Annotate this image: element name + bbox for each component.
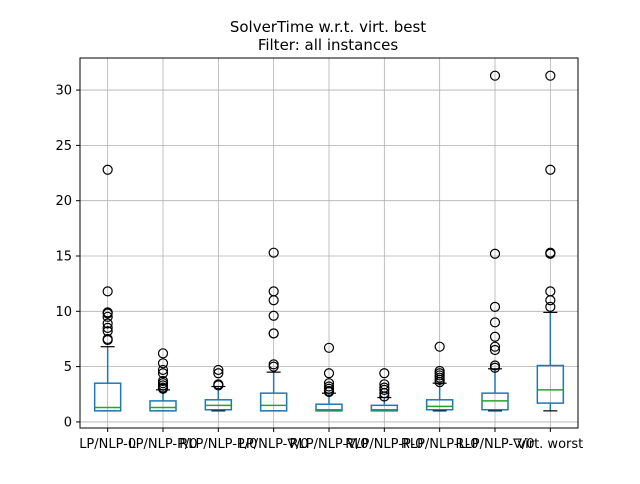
outlier-point: [268, 247, 279, 258]
outlier-point: [102, 326, 113, 337]
outlier-point: [434, 341, 445, 352]
outlier-point: [489, 70, 501, 81]
y-tick-label: 15: [55, 249, 72, 264]
outlier-point: [489, 301, 501, 312]
outlier-point: [489, 248, 501, 259]
outlier-point: [545, 247, 556, 258]
outlier-point: [157, 375, 169, 387]
outlier-point: [434, 365, 445, 377]
x-tick-label: RLP/NLP-∇/0: [455, 437, 534, 452]
iqr-box: [93, 382, 122, 412]
y-tick-label: 10: [55, 305, 72, 320]
iqr-box: [149, 400, 177, 412]
chart-subtitle: Filter: all instances: [258, 36, 399, 54]
outlier-point: [545, 164, 556, 175]
x-tick-label: RLP/NLP-P-0: [345, 437, 423, 452]
outlier-point: [213, 364, 224, 376]
iqr-box: [259, 392, 288, 412]
outlier-point: [157, 358, 169, 369]
outlier-point: [213, 379, 224, 390]
box-9: [536, 70, 565, 412]
outlier-point: [102, 164, 113, 175]
outlier-point: [379, 379, 390, 390]
outlier-point: [489, 344, 501, 356]
y-tick-label: 0: [64, 415, 72, 430]
iqr-box: [315, 403, 343, 412]
outlier-point: [157, 364, 169, 376]
y-tick-label: 20: [55, 194, 72, 209]
outlier-point: [268, 286, 279, 297]
outlier-point: [323, 381, 335, 392]
outlier-point: [157, 348, 169, 359]
outlier-point: [102, 311, 113, 322]
x-tick-label: RLP/NLP-L-0: [401, 437, 479, 452]
y-tick-label: 5: [64, 360, 72, 375]
box-3: [204, 364, 233, 412]
chart-title: SolverTime w.r.t. virt. best: [230, 18, 426, 36]
outlier-point: [213, 368, 224, 379]
outlier-point: [268, 328, 279, 339]
outlier-point: [379, 368, 390, 379]
outlier-point: [545, 301, 556, 312]
iqr-box: [425, 399, 454, 411]
outlier-point: [102, 318, 113, 329]
outlier-point: [323, 342, 335, 353]
outlier-point: [268, 310, 279, 321]
box-8: [481, 70, 509, 412]
iqr-box: [370, 404, 399, 412]
box-5: [315, 342, 343, 412]
box-4: [259, 247, 288, 412]
x-tick-label: LP/NLP-P/0: [128, 437, 197, 452]
outlier-point: [545, 286, 556, 297]
outlier-point: [545, 70, 556, 81]
x-tick-label: RLP/NLP-∇/0: [289, 437, 368, 452]
outlier-point: [323, 368, 335, 379]
box-7: [425, 341, 454, 412]
box-6: [370, 368, 399, 412]
outlier-point: [157, 368, 169, 379]
x-tick-label: LP/NLP-0: [79, 437, 136, 452]
outlier-point: [379, 382, 390, 393]
x-tick-label: LP/NLP-∇/0: [239, 437, 309, 452]
outlier-point: [489, 317, 501, 328]
outlier-point: [102, 333, 113, 345]
outlier-point: [268, 359, 279, 370]
iqr-box: [536, 364, 565, 404]
y-tick-label: 30: [55, 84, 72, 99]
x-tick-label: RLP/NLP-P/0: [179, 437, 257, 452]
outlier-point: [489, 360, 501, 371]
y-tick-label: 25: [55, 139, 72, 154]
outlier-point: [102, 307, 113, 318]
box-2: [149, 348, 177, 412]
box-1: [93, 164, 122, 412]
x-tick-label: virt. worst: [517, 437, 583, 452]
outlier-point: [102, 286, 113, 297]
outlier-point: [489, 341, 501, 352]
outlier-point: [102, 322, 113, 333]
outlier-point: [489, 331, 501, 342]
outlier-point: [323, 378, 335, 389]
